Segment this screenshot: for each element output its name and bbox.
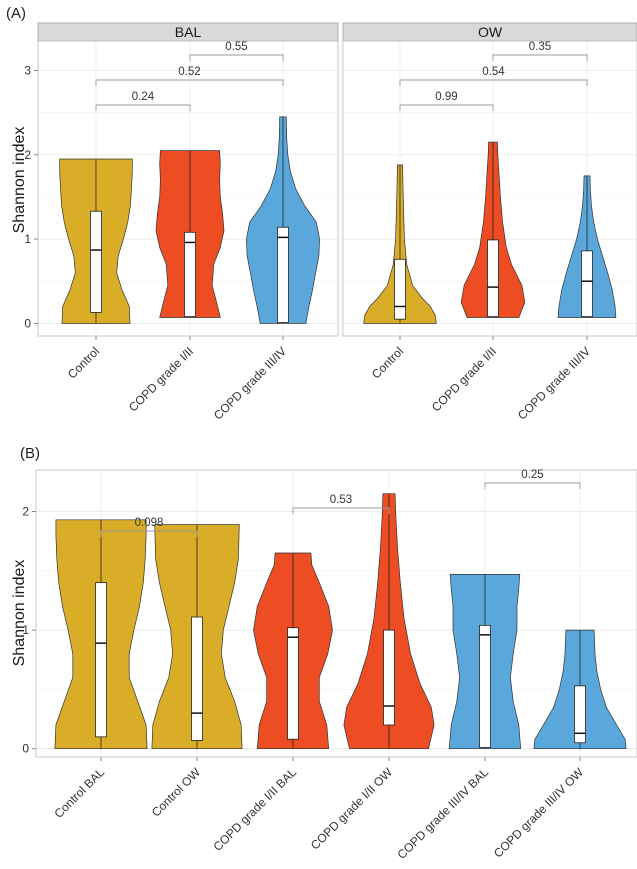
panel-a-y-axis-label: Shannon index xyxy=(11,127,28,234)
panel-b-y-axis-label: Shannon index xyxy=(11,560,28,667)
panel-a-bal-box-copd-grade-iii-iv xyxy=(277,226,289,323)
panel-b-x-tick-label-control-ow: Control OW xyxy=(149,765,204,820)
panel-b-box-copd-grade-i-ii-ow xyxy=(383,629,395,726)
panel-b-p-value-label: 0.53 xyxy=(330,494,352,506)
panel-a-label: (A) xyxy=(6,5,26,22)
panel-a-bal-y-tick-label: 3 xyxy=(24,64,31,78)
panel-b-comparison-bracket xyxy=(292,507,390,514)
panel-a-bal-facet-title: BAL xyxy=(175,24,202,40)
panel-b-x-tick-label-control-bal: Control BAL xyxy=(51,765,107,821)
panel-b-y-tick-label: 0 xyxy=(22,742,29,756)
panel-a-bal-x-tick-label-copd-grade-iii-iv: COPD grade III/IV xyxy=(211,344,289,422)
chart-layer: BAL 0 1 2 3 0.24 0.52 0.55 Control COPD grade I/I… xyxy=(22,22,637,862)
panel-b-box-copd-grade-i-ii-bal xyxy=(287,627,299,740)
panel-a-bal-y-tick-label: 1 xyxy=(24,232,31,246)
panel-a-bal-x-tick-label-copd-grade-i-ii: COPD grade I/II xyxy=(126,344,196,414)
panel-a-bal-p-value-label: 0.24 xyxy=(132,91,155,103)
panel-a-bal-panel-border xyxy=(37,40,339,337)
panel-b-x-tick-label-copd-grade-iii-iv-ow: COPD grade III/IV OW xyxy=(491,765,587,861)
panel-a-ow-x-tick-label-control: Control xyxy=(369,344,406,381)
panel-b-p-value-label: 0.25 xyxy=(521,469,543,481)
panel-b-panel-border xyxy=(35,469,637,758)
panel-a-bal-y-tick-label: 0 xyxy=(24,316,31,330)
panel-a-ow-p-value-label: 0.54 xyxy=(482,66,505,78)
panel-a-bal-comparison-bracket xyxy=(95,104,191,111)
panel-b-x-tick-label-copd-grade-i-ii-ow: COPD grade I/II OW xyxy=(308,765,396,853)
panel-b-box-control-bal xyxy=(95,582,107,738)
panel-b-p-value-label: 0.098 xyxy=(135,517,164,529)
panel-a-ow-facet-title: OW xyxy=(478,24,503,40)
panel-a-ow-comparison-bracket xyxy=(492,54,588,61)
panel-a-ow-comparison-bracket xyxy=(399,79,588,86)
panel-a-bal-box-control xyxy=(90,210,102,313)
panel-a-bal-box-copd-grade-i-ii xyxy=(184,231,196,318)
panel-a-ow-comparison-bracket xyxy=(399,104,494,111)
panel-b-box-copd-grade-iii-iv-bal xyxy=(479,624,491,748)
panel-a-bal-y-tick-label: 2 xyxy=(24,148,31,162)
panel-a-bal-p-value-label: 0.55 xyxy=(225,41,247,53)
panel-a-ow-panel-border xyxy=(342,40,637,337)
panel-b-x-tick-label-copd-grade-i-ii-bal: COPD grade I/II BAL xyxy=(210,765,299,854)
panel-b-y-tick-label: 2 xyxy=(22,505,29,519)
panel-b-x-tick-label-copd-grade-iii-iv-bal: COPD grade III/IV BAL xyxy=(394,765,491,862)
panel-b-box-control-ow xyxy=(191,616,203,741)
panel-b-comparison-bracket xyxy=(100,530,198,537)
panel-a-ow-box-copd-grade-iii-iv xyxy=(581,250,593,318)
panel-a-bal-comparison-bracket xyxy=(189,54,284,61)
panel-a-bal-comparison-bracket xyxy=(95,79,284,86)
panel-a-bal-p-value-label: 0.52 xyxy=(178,66,200,78)
panel-b-box-copd-grade-iii-iv-ow xyxy=(574,685,586,744)
panel-a-ow-box-copd-grade-i-ii xyxy=(487,239,499,318)
panel-b-label: (B) xyxy=(20,445,40,462)
panel-a-ow-box-control xyxy=(394,258,406,320)
panel-a-ow-p-value-label: 0.35 xyxy=(529,41,551,53)
panel-a-ow-x-tick-label-copd-grade-i-ii: COPD grade I/II xyxy=(429,344,499,414)
panel-b-comparison-bracket xyxy=(484,482,581,489)
panel-a-ow-p-value-label: 0.99 xyxy=(435,91,457,103)
panel-b-y-tick-label: 1 xyxy=(22,623,29,637)
panel-a-bal-x-tick-label-control: Control xyxy=(65,344,102,381)
panel-a-ow-x-tick-label-copd-grade-iii-iv: COPD grade III/IV xyxy=(515,344,593,422)
